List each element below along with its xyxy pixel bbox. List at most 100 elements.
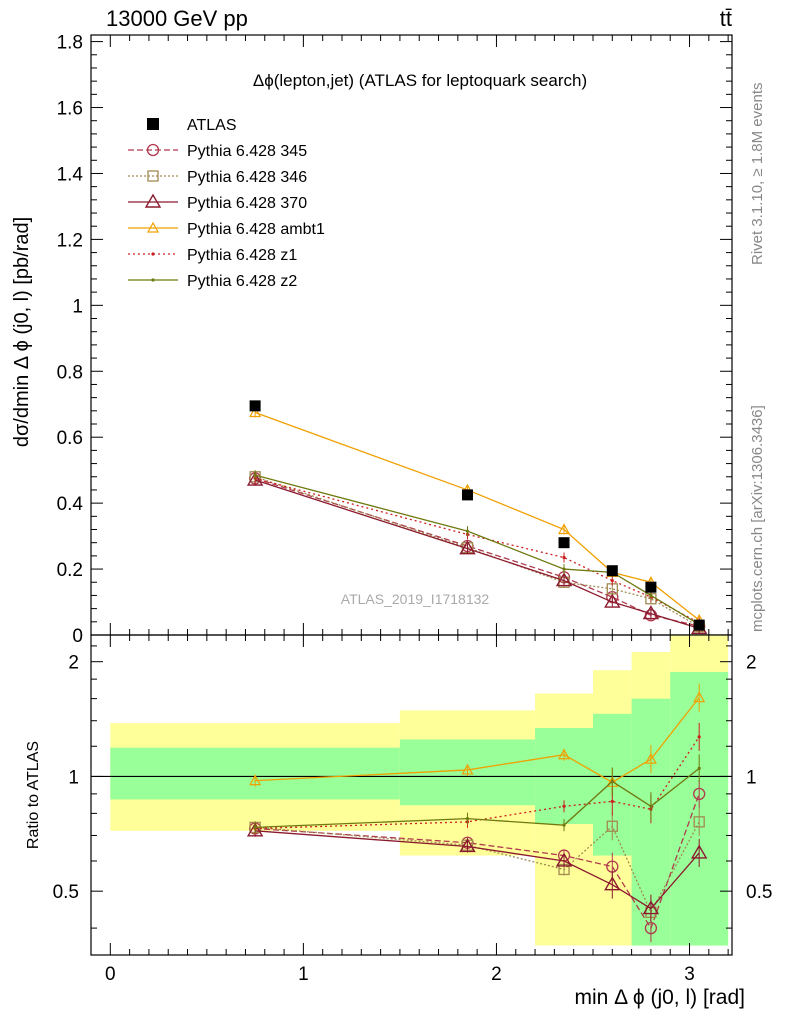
series-point-p370 [555, 572, 573, 587]
ratio-line-p346 [255, 821, 700, 914]
ratio-point-z2 [649, 804, 653, 808]
ratio-y-tick-label: 2 [68, 653, 79, 674]
legend-label: Pythia 6.428 ambt1 [187, 221, 325, 238]
ratio-point-z2 [253, 825, 257, 829]
ratio-point-p370 [246, 822, 264, 837]
x-tick-label: 1 [298, 964, 309, 985]
main-plot: 0 0.2 0.4 0.6 0.8 1 1.2 1.4 1.6 1.8 Δϕ(lepton,jet… [11, 33, 733, 647]
series-line-p346 [254, 476, 700, 628]
main-y-tick-label: 1.4 [57, 164, 84, 185]
ratio-point-ambt1 [461, 763, 474, 775]
ratio-point-p346 [693, 816, 705, 828]
ratio-plot-frame [90, 634, 733, 956]
series-line-p370 [254, 479, 700, 630]
ratio-point-z1 [610, 799, 614, 803]
x-tick-label: 0 [105, 964, 116, 985]
series-point-z2 [253, 473, 257, 477]
legend-label: Pythia 6.428 z2 [187, 273, 297, 290]
legend-label: Pythia 6.428 346 [187, 169, 307, 186]
ratio-y-tick-label-right: 2 [746, 653, 757, 674]
legend-marker-ambt1 [146, 221, 160, 233]
ratio-point-z1 [697, 735, 701, 739]
legend-label: Pythia 6.428 z1 [187, 247, 297, 264]
series-point-ambt1 [558, 523, 571, 535]
series-point-p370 [246, 471, 264, 486]
ratio-point-z2 [465, 817, 470, 821]
series-point-z1 [610, 579, 614, 583]
data-point [461, 489, 473, 501]
series-point-p370 [604, 593, 621, 608]
x-tick-label: 3 [684, 964, 695, 985]
main-data-points [249, 400, 705, 631]
legend-marker-data [147, 118, 159, 130]
legend: ATLAS Pythia 6.428 345 Pythia 6.428 346 Pyt… [128, 117, 325, 290]
main-y-axis-title: dσ/dmin Δ ϕ (j0, l) [pb/rad] [11, 217, 33, 447]
main-y-tick-label: 0.2 [57, 560, 83, 581]
legend-marker-p346 [147, 170, 159, 182]
mcplots-label: mcplots.cern.ch [arXiv:1306.3436] [749, 405, 766, 632]
legend-marker-p345 [146, 143, 160, 157]
ratio-line-z2 [255, 767, 700, 829]
ratio-y-axis-title: Ratio to ATLAS [25, 741, 42, 849]
ratio-point-ambt1 [644, 752, 657, 764]
data-point [558, 537, 570, 549]
ratio-point-z2 [697, 766, 701, 770]
legend-marker-p370 [144, 193, 162, 208]
series-point-z1 [562, 555, 566, 560]
x-tick-label: 2 [491, 964, 502, 985]
data-point [249, 400, 261, 412]
ratio-point-ambt1 [558, 748, 571, 760]
legend-marker-z2 [151, 278, 155, 282]
ratio-point-ambt1 [693, 691, 706, 703]
ratio-point-p370 [459, 838, 476, 853]
ratio-line-p370 [255, 830, 700, 910]
data-point [693, 619, 705, 631]
collision-label: 13000 GeV pp [106, 6, 248, 31]
ratio-point-p370 [642, 900, 660, 915]
legend-marker-z1 [151, 252, 155, 256]
ratio-point-z1 [562, 804, 566, 808]
main-y-tick-label: 0.4 [57, 494, 84, 515]
process-label: tt̄ [720, 6, 732, 31]
ratio-curves [91, 683, 732, 943]
ratio-point-p345 [693, 787, 706, 801]
main-y-tick-label: 1.6 [57, 99, 83, 120]
watermark: ATLAS_2019_I1718132 [341, 591, 490, 607]
ratio-y-tick-label-right: 1 [746, 767, 757, 788]
ratio-line-ambt1 [255, 697, 700, 784]
series-point-z2 [562, 567, 566, 571]
series-point-p370 [459, 540, 476, 555]
legend-label: Pythia 6.428 345 [187, 143, 307, 160]
main-y-tick-label: 1.8 [57, 33, 83, 54]
main-y-tick-label: 0 [72, 626, 83, 647]
ratio-point-p370 [690, 844, 708, 859]
series-point-z2 [649, 593, 653, 598]
series-line-z2 [254, 474, 700, 626]
series-line-p345 [254, 477, 700, 627]
ratio-point-p346 [606, 820, 618, 832]
data-point [606, 565, 618, 577]
series-point-ambt1 [249, 406, 262, 418]
rivet-label: Rivet 3.1.10, ≥ 1.8M events [749, 83, 766, 266]
x-axis-title: min Δ ϕ (j0, l) [rad] [575, 986, 746, 1009]
ratio-point-p370 [604, 876, 621, 891]
series-line-ambt1 [254, 411, 700, 621]
main-y-tick-label: 0.8 [57, 362, 83, 383]
ratio-point-z2 [562, 823, 566, 827]
legend-label: Pythia 6.428 370 [187, 195, 307, 212]
main-title: Δϕ(lepton,jet) (ATLAS for leptoquark sea… [253, 71, 587, 90]
ratio-y-tick-label: 1 [68, 767, 79, 788]
ratio-point-ambt1 [249, 774, 262, 786]
ratio-plot: 0.5 0.5 1 1 2 2 0 1 2 3 Ratio to ATLAS min Δ ϕ (j… [25, 634, 772, 1009]
series-line-z1 [254, 477, 700, 624]
main-y-tick-label: 0.6 [57, 428, 83, 449]
ratio-y-tick-label-right: 0.5 [746, 882, 772, 903]
ratio-line-p345 [255, 793, 700, 930]
main-y-tick-label: 1 [72, 296, 83, 317]
legend-label: ATLAS [187, 117, 237, 134]
ratio-point-z2 [610, 779, 614, 784]
series-point-p370 [642, 605, 660, 620]
main-y-tick-label: 1.2 [57, 230, 83, 251]
ratio-y-tick-label: 0.5 [53, 882, 79, 903]
